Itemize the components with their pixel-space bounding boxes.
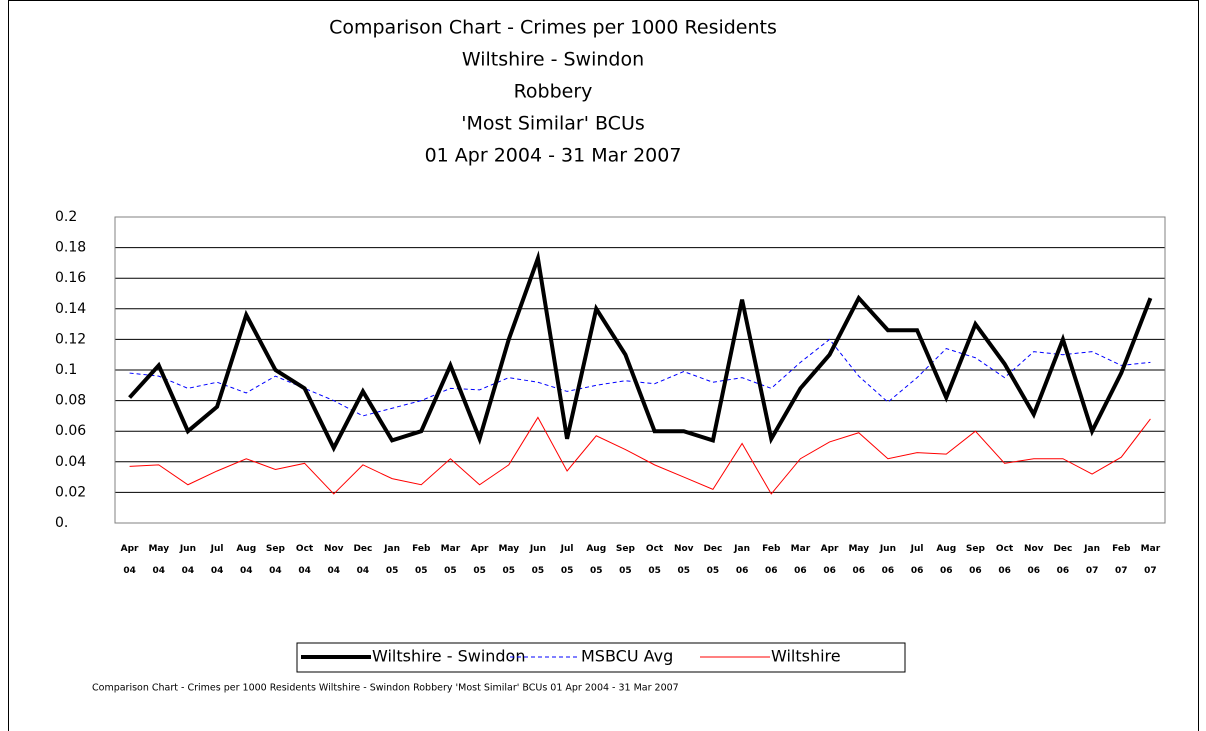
x-tick-label: Jul 06	[910, 544, 924, 576]
y-tick-label: 0.1	[55, 362, 77, 378]
x-tick-label: Nov 05	[674, 544, 694, 576]
y-tick-label: 0.08	[55, 393, 86, 409]
x-tick-label: Dec 05	[703, 544, 722, 576]
chart-title: Wiltshire - Swindon	[462, 49, 644, 71]
chart-title: Comparison Chart - Crimes per 1000 Resid…	[329, 17, 777, 39]
x-tick-label: Jul 04	[210, 544, 224, 576]
x-tick-label: Dec 04	[353, 544, 372, 576]
y-tick-label: 0.04	[55, 454, 86, 470]
x-tick-label: Sep 06	[966, 544, 986, 576]
x-tick-label: Mar 06	[791, 544, 811, 576]
x-tick-label: May 06	[848, 544, 869, 576]
y-tick-label: 0.14	[55, 301, 86, 317]
series-line	[129, 338, 1151, 417]
x-tick-label: Aug 04	[236, 544, 256, 576]
x-tick-label: May 04	[148, 544, 169, 576]
chart-frame	[8, 0, 1199, 731]
series-line	[129, 416, 1151, 495]
chart-title: 'Most Similar' BCUs	[461, 113, 645, 135]
legend-box	[296, 642, 906, 673]
x-tick-label: Jan 05	[383, 544, 400, 576]
y-tick-label: 0.06	[55, 423, 86, 439]
legend-label: Wiltshire	[771, 647, 841, 666]
x-tick-label: May 05	[498, 544, 519, 576]
x-tick-label: Sep 04	[266, 544, 286, 576]
x-tick-label: Dec 06	[1053, 544, 1072, 576]
x-tick-label: Nov 06	[1024, 544, 1044, 576]
footnote: Comparison Chart - Crimes per 1000 Resid…	[92, 683, 679, 694]
x-tick-label: Oct 05	[646, 544, 664, 576]
x-tick-label: Apr 06	[821, 544, 839, 576]
x-tick-label: Jun 05	[529, 544, 546, 576]
y-tick-label: 0.2	[55, 209, 77, 225]
chart-title: Robbery	[514, 81, 593, 103]
y-tick-label: 0.18	[55, 240, 86, 256]
x-tick-label: Jan 06	[733, 544, 750, 576]
x-tick-label: Feb 06	[762, 544, 781, 576]
x-tick-label: Mar 07	[1141, 544, 1161, 576]
x-tick-label: Sep 05	[616, 544, 636, 576]
legend-label: Wiltshire - Swindon	[372, 647, 525, 666]
y-tick-label: 0.16	[55, 270, 86, 286]
y-tick-label: 0.12	[55, 331, 86, 347]
x-tick-label: Aug 05	[586, 544, 606, 576]
x-tick-label: Jan 07	[1083, 544, 1100, 576]
x-tick-label: Apr 05	[471, 544, 489, 576]
legend-label: MSBCU Avg	[581, 647, 673, 666]
y-tick-label: 0.02	[55, 484, 86, 500]
x-tick-label: Feb 05	[412, 544, 431, 576]
x-tick-label: Jul 05	[560, 544, 574, 576]
series-line	[128, 250, 1153, 453]
x-tick-label: Jun 06	[879, 544, 896, 576]
x-tick-label: Mar 05	[441, 544, 461, 576]
x-tick-label: Aug 06	[936, 544, 956, 576]
plot-frame	[114, 216, 1166, 524]
x-tick-label: Oct 06	[996, 544, 1014, 576]
x-tick-label: Feb 07	[1112, 544, 1131, 576]
x-tick-label: Nov 04	[324, 544, 344, 576]
y-tick-label: 0.	[55, 515, 68, 531]
x-tick-label: Jun 04	[179, 544, 196, 576]
x-tick-label: Apr 04	[121, 544, 139, 576]
x-tick-label: Oct 04	[296, 544, 314, 576]
chart-title: 01 Apr 2004 - 31 Mar 2007	[425, 145, 682, 167]
